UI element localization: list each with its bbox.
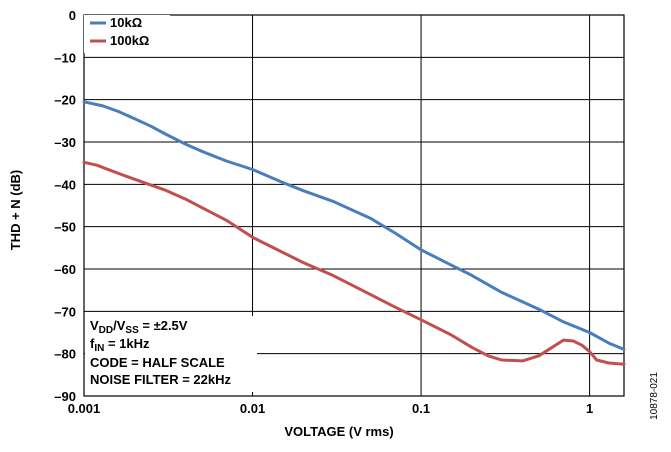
y-tick-label: –40 bbox=[54, 177, 76, 192]
legend: 10kΩ 100kΩ bbox=[84, 15, 170, 53]
x-tick-labels: 0.001 0.01 0.1 1 bbox=[68, 401, 593, 416]
y-axis-label: THD + N (dB) bbox=[8, 170, 23, 251]
legend-label-100k: 100kΩ bbox=[110, 33, 149, 48]
x-axis-label: VOLTAGE (V rms) bbox=[284, 424, 393, 439]
y-tick-label: –90 bbox=[54, 389, 76, 404]
series-lines bbox=[82, 100, 626, 366]
y-tick-label: –70 bbox=[54, 304, 76, 319]
condition-supply: VDD/VSS = ±2.5V bbox=[90, 318, 188, 336]
conditions-background bbox=[85, 316, 257, 392]
x-tick-label: 0.01 bbox=[240, 401, 265, 416]
x-tick-label: 0.001 bbox=[68, 401, 101, 416]
x-tick-label: 1 bbox=[586, 401, 593, 416]
condition-noise-filter: NOISE FILTER = 22kHz bbox=[90, 372, 231, 387]
y-tick-label: –60 bbox=[54, 262, 76, 277]
y-tick-label: –20 bbox=[54, 93, 76, 108]
test-conditions-box: VDD/VSS = ±2.5V fIN = 1kHz CODE = HALF S… bbox=[85, 316, 257, 392]
condition-code: CODE = HALF SCALE bbox=[90, 355, 225, 370]
legend-background bbox=[84, 15, 170, 53]
legend-label-10k: 10kΩ bbox=[110, 15, 142, 30]
series-line-100k bbox=[82, 160, 626, 366]
figure-id: 10878-021 bbox=[649, 372, 660, 420]
y-tick-label: –30 bbox=[54, 135, 76, 150]
y-tick-label: –80 bbox=[54, 347, 76, 362]
y-tick-label: –50 bbox=[54, 220, 76, 235]
x-tick-label: 0.1 bbox=[412, 401, 430, 416]
plot-frame bbox=[83, 14, 625, 397]
y-tick-label: –10 bbox=[54, 50, 76, 65]
y-tick-labels: 0 –10 –20 –30 –40 –50 –60 –70 –80 –90 bbox=[54, 8, 76, 404]
series-line-10k bbox=[82, 100, 626, 351]
condition-frequency: fIN = 1kHz bbox=[90, 336, 150, 354]
y-tick-label: 0 bbox=[69, 8, 76, 23]
grid bbox=[84, 15, 624, 396]
